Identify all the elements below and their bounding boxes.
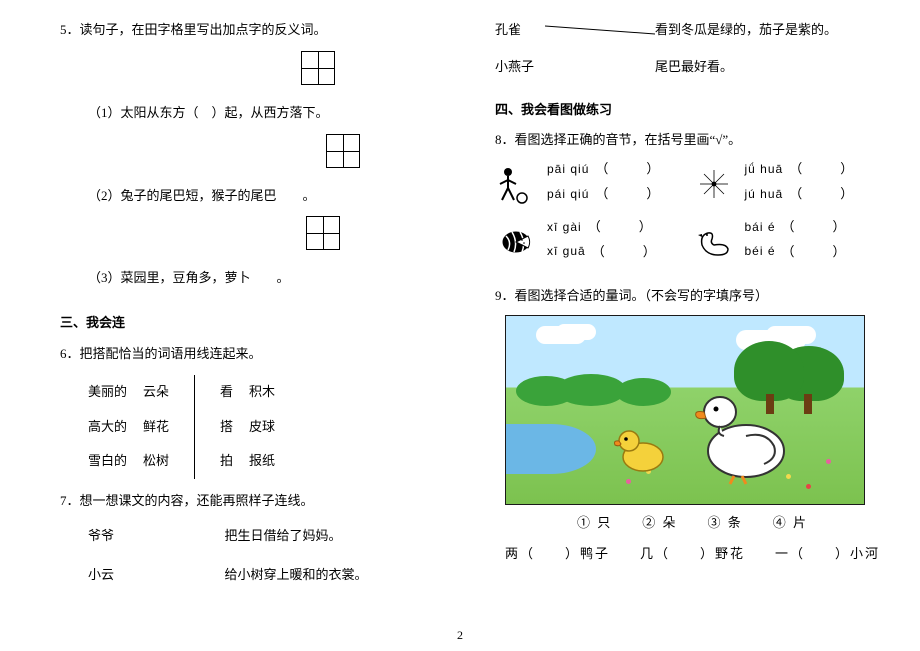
cell: 搭	[195, 410, 250, 445]
q8-stem: 8．看图选择正确的音节，在括号里画“√”。	[495, 130, 890, 151]
question-9: 9．看图选择合适的量词。（不会写的字填序号）	[495, 286, 890, 564]
pinyin: xī guā	[547, 242, 586, 261]
question-5: 5．读句子，在田字格里写出加点字的反义词。 （1）太阳从东方（ ）起，从西方落下…	[60, 20, 455, 289]
paren: （ ）	[595, 159, 663, 180]
cell: 雪白的	[88, 444, 143, 479]
q5-stem: 5．读句子，在田字格里写出加点字的反义词。	[60, 20, 455, 41]
q6-stem: 6．把搭配恰当的词语用线连起来。	[60, 344, 455, 365]
paren: （ ）	[782, 217, 850, 238]
top-match-rows: 孔雀 看到冬瓜是绿的，茄子是紫的。 小燕子 尾巴最好看。	[495, 20, 890, 78]
grid-box-1	[180, 51, 455, 85]
q7-left-label: 小云	[88, 565, 158, 586]
paren: （ ）	[595, 184, 663, 205]
cell: 报纸	[249, 444, 291, 479]
pinyin: pái qiú	[547, 185, 589, 204]
cell: 美丽的	[88, 375, 143, 410]
goose-icon	[693, 221, 735, 263]
cell: 高大的	[88, 410, 143, 445]
q7-right-label: 给小树穿上暖和的衣裳。	[225, 567, 368, 582]
pinyin: bái é	[745, 218, 776, 237]
pinyin: xī gài	[547, 218, 582, 237]
q6-table: 美丽的 云朵 看 积木 高大的 鲜花 搭 皮球 雪白的 松树 拍 报纸	[88, 375, 291, 479]
paren: （ ）	[782, 242, 850, 263]
label: 看到冬瓜是绿的，茄子是紫的。	[655, 20, 837, 41]
grid-box-2	[230, 134, 455, 168]
question-8: 8．看图选择正确的音节，在括号里画“√”。 pāi qiú （ ） pái qiú…	[495, 130, 890, 274]
cell: 松树	[143, 444, 195, 479]
section-4-title: 四、我会看图做练习	[495, 100, 890, 121]
table-row: 高大的 鲜花 搭 皮球	[88, 410, 291, 445]
cell: 看	[195, 375, 250, 410]
grid-box-3	[190, 216, 455, 250]
connector-line-icon	[545, 24, 655, 36]
paren: （ ）	[789, 184, 857, 205]
pinyin: jǘ huā	[745, 160, 784, 179]
ball-icon	[495, 163, 537, 205]
q7-left-label: 爷爷	[88, 526, 158, 547]
label: 小燕子	[495, 57, 545, 78]
duck-small-icon	[611, 421, 671, 476]
section-3-title: 三、我会连	[60, 313, 455, 334]
q7-stem: 7．想一想课文的内容，还能再照样子连线。	[60, 491, 455, 512]
cell: 皮球	[249, 410, 291, 445]
q9-fill-text: 两（ ）鸭子 几（ ）野花 一（ ）小河	[505, 546, 880, 561]
flower-icon	[693, 163, 735, 205]
table-row: 美丽的 云朵 看 积木	[88, 375, 291, 410]
left-column: 5．读句子，在田字格里写出加点字的反义词。 （1）太阳从东方（ ）起，从西方落下…	[60, 20, 480, 641]
q8-cell: xī gài（ ） xī guā（ ）	[495, 217, 693, 267]
q8-cell: bái é （ ） béi é （ ）	[693, 217, 891, 267]
cell: 拍	[195, 444, 250, 479]
paren: （ ）	[588, 217, 656, 238]
q9-picture	[505, 315, 865, 505]
page-number: 2	[0, 626, 920, 645]
q7-right-label: 把生日借给了妈妈。	[225, 528, 342, 543]
pinyin: jú huā	[745, 185, 784, 204]
q9-options: ① 只 ② 朵 ③ 条 ④ 片	[495, 513, 890, 534]
q8-grid: pāi qiú （ ） pái qiú （ ） jǘ huā （ ） jú huā （ …	[495, 159, 890, 274]
q8-cell: jǘ huā （ ） jú huā （ ）	[693, 159, 891, 209]
q9-stem: 9．看图选择合适的量词。（不会写的字填序号）	[495, 286, 890, 307]
cell: 云朵	[143, 375, 195, 410]
q5-item-2: （2）兔子的尾巴短，猴子的尾巴 。	[88, 186, 455, 207]
question-6: 6．把搭配恰当的词语用线连起来。 美丽的 云朵 看 积木 高大的 鲜花 搭 皮球…	[60, 344, 455, 479]
table-row: 雪白的 松树 拍 报纸	[88, 444, 291, 479]
top-row-1: 孔雀 看到冬瓜是绿的，茄子是紫的。	[495, 20, 890, 41]
cell: 积木	[249, 375, 291, 410]
q9-fill: 两（ ）鸭子 几（ ）野花 一（ ）小河	[495, 544, 890, 565]
pinyin: pāi qiú	[547, 160, 589, 179]
paren: （ ）	[789, 159, 857, 180]
q8-cell: pāi qiú （ ） pái qiú （ ）	[495, 159, 693, 209]
q7-row-1: 爷爷 把生日借给了妈妈。	[88, 526, 455, 547]
question-7: 7．想一想课文的内容，还能再照样子连线。 爷爷 把生日借给了妈妈。 小云 给小树…	[60, 491, 455, 585]
paren: （ ）	[592, 242, 660, 263]
right-column: 孔雀 看到冬瓜是绿的，茄子是紫的。 小燕子 尾巴最好看。 四、我会看图做练习 8…	[480, 20, 890, 641]
q5-item-3: （3）菜园里，豆角多，萝卜 。	[88, 268, 455, 289]
melon-icon	[495, 221, 537, 263]
cell: 鲜花	[143, 410, 195, 445]
label: 尾巴最好看。	[655, 57, 733, 78]
q7-row-2: 小云 给小树穿上暖和的衣裳。	[88, 565, 455, 586]
top-row-2: 小燕子 尾巴最好看。	[495, 57, 890, 78]
q5-item-1: （1）太阳从东方（ ）起，从西方落下。	[88, 103, 455, 124]
pinyin: béi é	[745, 242, 776, 261]
label: 孔雀	[495, 20, 545, 41]
duck-big-icon	[686, 376, 796, 486]
